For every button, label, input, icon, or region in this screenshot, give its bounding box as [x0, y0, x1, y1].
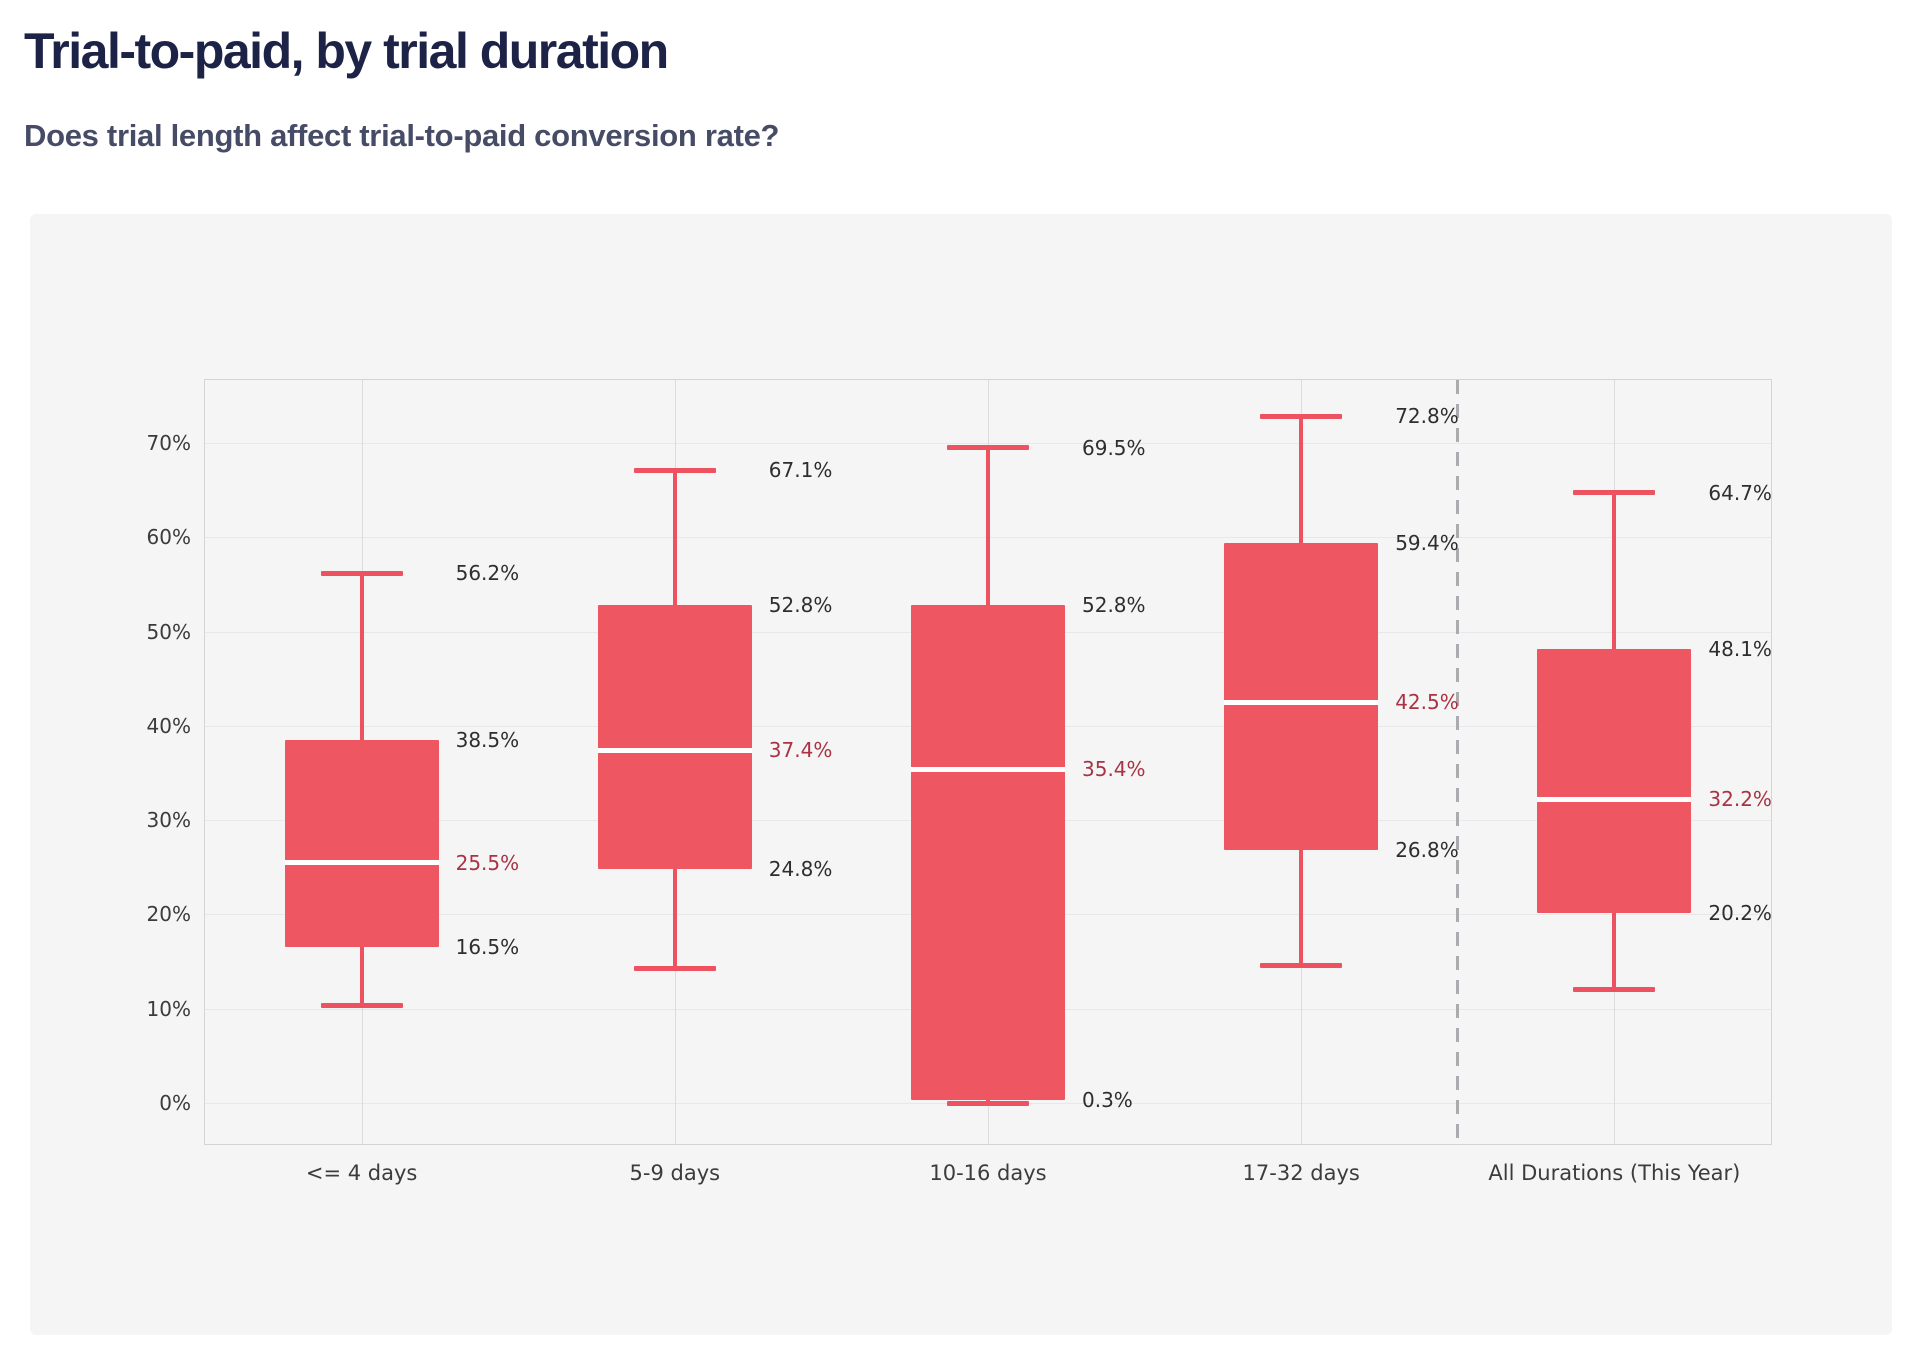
whisker-bottom-17-32-days [1299, 850, 1304, 966]
x-axis-label-4-days: <= 4 days [305, 1161, 418, 1185]
whisker-bottom-4-days [359, 947, 364, 1006]
x-axis-label-5-9-days: 5-9 days [629, 1161, 721, 1185]
whisker-cap-high-10-16-days [947, 445, 1029, 451]
whisker-cap-high-17-32-days [1260, 413, 1343, 419]
value-label-10-16-days: 52.8% [1082, 593, 1146, 618]
boxplot-chart: 0% 10% 20% 30% 40% 50% 60% 70% <= 4 days 5-9 days… [147, 379, 1772, 1185]
value-label-all-durations-this-year: 64.7% [1708, 480, 1772, 505]
median-label-5-9-days: 37.4% [768, 738, 833, 763]
page-title: Trial-to-paid, by trial duration [24, 23, 669, 79]
separator-dashed-line [1456, 380, 1460, 1144]
value-label-4-days: 38.5% [455, 727, 520, 752]
box-4-days[interactable] [284, 739, 439, 948]
value-label-all-durations-this-year: 20.2% [1708, 900, 1772, 925]
whisker-top-4-days [359, 573, 364, 740]
whisker-cap-low-4-days [320, 1003, 403, 1009]
median-line-17-32-days [1224, 699, 1379, 705]
box-all-durations-this-year[interactable] [1537, 649, 1692, 913]
x-axis-label-17-32-days: 17-32 days [1242, 1161, 1360, 1185]
chart-card: 0% 10% 20% 30% 40% 50% 60% 70% <= 4 days 5-9 days… [30, 214, 1892, 1335]
value-label-5-9-days: 24.8% [768, 857, 833, 882]
value-label-10-16-days: 0.3% [1082, 1088, 1133, 1113]
page-subtitle: Does trial length affect trial-to-paid c… [24, 118, 780, 153]
x-axis-label-all-durations-this-year: All Durations (This Year) [1488, 1161, 1741, 1185]
whisker-top-10-16-days [986, 447, 990, 606]
box-17-32-days[interactable] [1224, 542, 1379, 851]
y-tick-label: 50% [146, 619, 191, 644]
value-label-5-9-days: 67.1% [768, 458, 833, 483]
y-tick-label: 40% [146, 713, 191, 738]
y-tick-label: 0% [159, 1091, 191, 1115]
value-label-4-days: 16.5% [455, 935, 520, 960]
median-label-17-32-days: 42.5% [1395, 690, 1459, 715]
whisker-cap-high-5-9-days [633, 467, 716, 473]
y-tick-label: 10% [146, 996, 191, 1021]
whisker-cap-high-all-durations-this-year [1573, 490, 1656, 496]
median-label-all-durations-this-year: 32.2% [1708, 787, 1772, 812]
median-line-10-16-days [911, 766, 1065, 772]
value-label-4-days: 56.2% [455, 561, 520, 586]
whisker-bottom-5-9-days [672, 869, 677, 969]
whisker-top-5-9-days [672, 470, 677, 606]
whisker-top-17-32-days [1299, 416, 1304, 543]
value-label-10-16-days: 69.5% [1082, 435, 1146, 460]
x-axis-label-10-16-days: 10-16 days [929, 1161, 1047, 1185]
whisker-cap-low-all-durations-this-year [1573, 987, 1656, 993]
median-line-4-days [284, 860, 439, 866]
median-line-5-9-days [597, 747, 752, 753]
whisker-cap-low-17-32-days [1260, 962, 1343, 968]
whisker-top-all-durations-this-year [1612, 492, 1617, 650]
whisker-cap-high-4-days [320, 570, 403, 576]
value-label-17-32-days: 59.4% [1395, 530, 1459, 555]
value-label-17-32-days: 72.8% [1395, 404, 1459, 429]
whisker-bottom-all-durations-this-year [1612, 912, 1617, 990]
value-label-5-9-days: 52.8% [768, 593, 833, 618]
median-label-10-16-days: 35.4% [1082, 757, 1146, 782]
box-5-9-days[interactable] [597, 605, 752, 870]
median-label-4-days: 25.5% [455, 850, 520, 875]
median-line-all-durations-this-year [1537, 796, 1692, 802]
y-tick-label: 60% [146, 525, 191, 550]
value-label-17-32-days: 26.8% [1395, 838, 1459, 863]
y-tick-label: 30% [146, 808, 191, 833]
value-label-all-durations-this-year: 48.1% [1708, 637, 1772, 662]
y-tick-label: 70% [146, 430, 191, 455]
whisker-cap-low-10-16-days [947, 1100, 1029, 1106]
box-10-16-days[interactable] [911, 605, 1065, 1101]
whisker-cap-low-5-9-days [633, 965, 716, 971]
y-tick-label: 20% [146, 902, 191, 927]
